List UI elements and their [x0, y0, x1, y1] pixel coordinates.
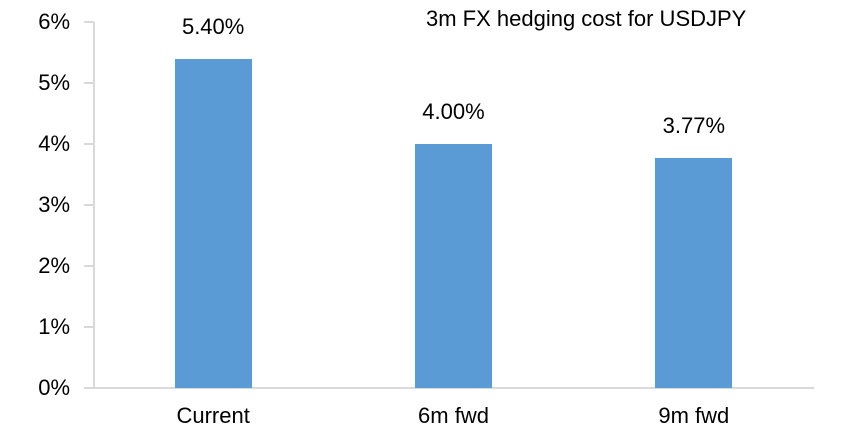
chart-title: 3m FX hedging cost for USDJPY	[426, 6, 747, 31]
y-axis-line	[93, 22, 95, 388]
x-tick-label: 6m fwd	[418, 403, 489, 428]
y-tick-mark	[84, 143, 94, 145]
y-tick-mark	[84, 265, 94, 267]
y-tick-mark	[84, 204, 94, 206]
y-tick-label: 2%	[38, 253, 70, 278]
bar	[174, 58, 252, 388]
bar-value-label: 4.00%	[422, 99, 485, 124]
y-tick-label: 1%	[38, 314, 70, 339]
bar-value-label: 3.77%	[662, 113, 726, 139]
bar	[655, 158, 733, 388]
y-tick-mark	[84, 82, 94, 84]
y-tick-label: 5%	[38, 70, 70, 95]
x-axis-line	[93, 387, 814, 389]
bar-value-label: 5.40%	[181, 13, 245, 39]
y-tick-label: 4%	[38, 131, 70, 156]
y-tick-label: 6%	[38, 9, 70, 34]
y-tick-label: 3%	[38, 192, 70, 217]
y-tick-mark	[84, 21, 94, 23]
x-tick-label: Current	[176, 403, 250, 428]
x-tick-label: 9m fwd	[658, 403, 730, 428]
y-tick-mark	[84, 387, 94, 389]
y-tick-mark	[84, 326, 94, 328]
y-tick-label: 0%	[38, 375, 70, 400]
bar	[415, 144, 492, 388]
